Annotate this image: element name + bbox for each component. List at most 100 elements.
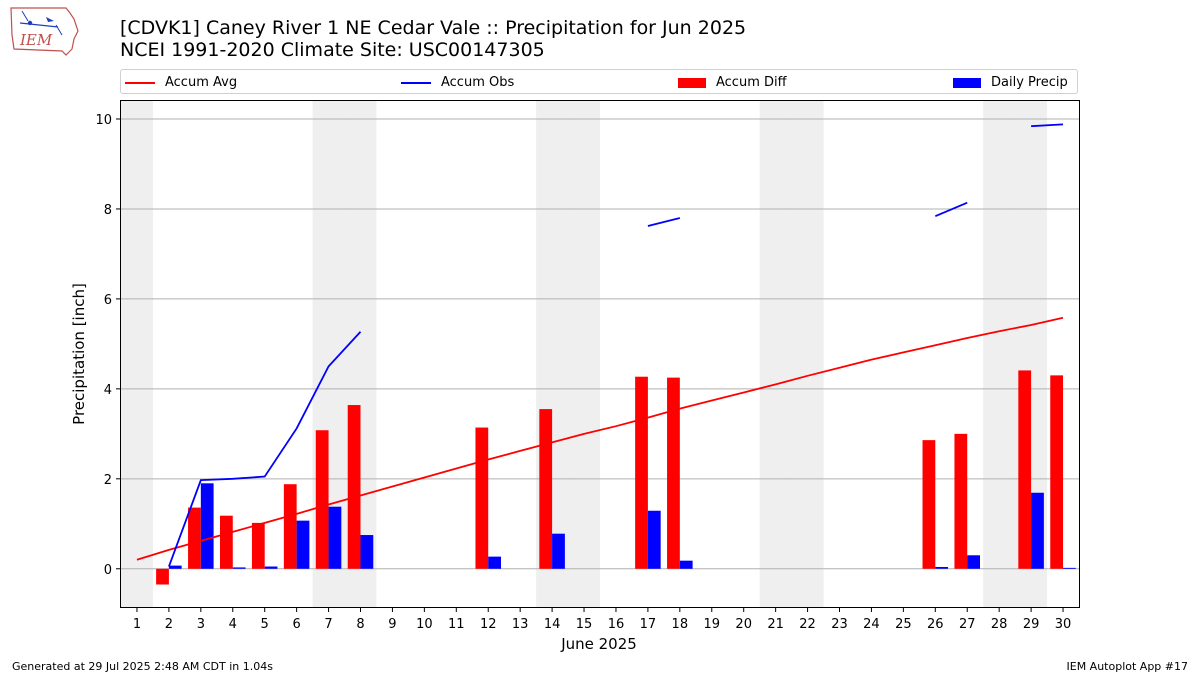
accum-diff-bar — [156, 568, 169, 585]
x-tick-label: 16 — [608, 617, 625, 632]
iowa-map-icon: IEM — [10, 7, 79, 56]
daily-precip-bar — [232, 567, 246, 569]
y-tick-label: 8 — [104, 203, 112, 218]
title-line-1: [CDVK1] Caney River 1 NE Cedar Vale :: P… — [120, 17, 747, 39]
x-tick-label: 27 — [959, 617, 976, 632]
legend: Accum Avg Accum Obs Accum Diff Daily Pre… — [120, 69, 1078, 94]
iem-logo: IEM — [8, 5, 80, 59]
legend-swatch — [678, 77, 706, 88]
x-tick-label: 11 — [448, 617, 465, 632]
x-tick-label: 19 — [703, 617, 720, 632]
accum-diff-bar — [188, 507, 201, 569]
x-tick-label: 15 — [576, 617, 593, 632]
legend-item-accum-obs: Accum Obs — [401, 70, 514, 95]
plot-frame — [120, 100, 1080, 608]
legend-swatch — [125, 81, 155, 84]
legend-item-daily-precip: Daily Precip — [953, 70, 1068, 95]
daily-precip-bar — [935, 566, 949, 569]
logo-text: IEM — [19, 31, 53, 49]
x-tick-label: 7 — [324, 617, 332, 632]
x-tick-label: 30 — [1055, 617, 1072, 632]
x-tick-label: 20 — [735, 617, 752, 632]
x-axis-label: June 2025 — [560, 635, 637, 653]
x-tick-label: 22 — [799, 617, 816, 632]
y-axis-label: Precipitation [inch] — [70, 283, 88, 425]
x-tick-label: 21 — [767, 617, 784, 632]
x-tick-label: 10 — [416, 617, 433, 632]
weekend-band — [568, 101, 600, 607]
title-line-2: NCEI 1991-2020 Climate Site: USC00147305 — [120, 39, 545, 61]
x-tick-label: 25 — [895, 617, 912, 632]
daily-precip-bar — [552, 533, 565, 569]
daily-precip-bar — [328, 506, 342, 569]
x-tick-label: 28 — [991, 617, 1008, 632]
x-tick-label: 12 — [480, 617, 497, 632]
daily-precip-bar — [168, 565, 182, 569]
y-tick-label: 10 — [95, 113, 112, 128]
legend-swatch — [953, 77, 981, 88]
daily-precip-bar — [967, 555, 981, 569]
accum-obs-line — [934, 201, 968, 217]
x-tick-label: 13 — [512, 617, 529, 632]
x-tick-label: 29 — [1023, 617, 1040, 632]
accum-obs-line — [647, 217, 681, 227]
accum-diff-bar — [922, 440, 936, 569]
gridlines — [121, 118, 1079, 570]
accum-avg-line — [136, 316, 1064, 561]
accum-diff-bar — [251, 522, 265, 569]
legend-item-accum-diff: Accum Diff — [678, 70, 787, 95]
x-tick-label: 23 — [831, 617, 848, 632]
legend-label: Accum Avg — [165, 75, 238, 90]
legend-label: Accum Obs — [441, 75, 515, 90]
x-tick-label: 18 — [672, 617, 689, 632]
x-tick-label: 8 — [356, 617, 364, 632]
x-tick-label: 9 — [388, 617, 396, 632]
daily-precip-bar — [647, 510, 661, 569]
x-tick-label: 2 — [165, 617, 173, 632]
y-tick-label: 6 — [104, 293, 112, 308]
x-tick-label: 6 — [292, 617, 300, 632]
y-tick-label: 4 — [104, 383, 112, 398]
legend-label: Daily Precip — [991, 75, 1068, 90]
accum-obs-line — [1031, 123, 1064, 128]
accum-diff-bar — [1018, 370, 1032, 569]
footer-app: IEM Autoplot App #17 — [1066, 660, 1189, 673]
daily-precip-bar — [1063, 567, 1076, 569]
accum-diff-bar — [315, 430, 329, 569]
accum-diff-bar — [635, 376, 648, 569]
weekend-band — [983, 101, 1016, 607]
weekend-shading — [121, 101, 1048, 607]
daily-precip-bar — [264, 566, 278, 569]
chart-title: [CDVK1] Caney River 1 NE Cedar Vale :: P… — [120, 17, 746, 61]
weekend-band — [759, 101, 792, 607]
accum-obs-line — [168, 331, 362, 567]
x-tick-label: 1 — [133, 617, 141, 632]
footer-generated: Generated at 29 Jul 2025 2:48 AM CDT in … — [12, 660, 273, 673]
line-series — [136, 123, 1064, 567]
accum-diff-bar — [954, 433, 968, 569]
x-tick-label: 17 — [640, 617, 657, 632]
accum-diff-bar — [219, 515, 233, 569]
accum-diff-bar — [1050, 375, 1064, 569]
daily-precip-bar — [1031, 492, 1044, 569]
daily-precip-bar — [679, 560, 693, 569]
accum-diff-bar — [283, 484, 297, 569]
x-tick-label: 14 — [544, 617, 561, 632]
y-tick-label: 2 — [104, 473, 112, 488]
accum-diff-bar — [347, 405, 361, 569]
x-tick-label: 26 — [927, 617, 944, 632]
accum-diff-bar — [475, 427, 489, 569]
weekend-band — [791, 101, 824, 607]
bar-series — [156, 370, 1076, 585]
daily-precip-bar — [296, 520, 310, 569]
x-tick-label: 3 — [197, 617, 205, 632]
legend-label: Accum Diff — [716, 75, 787, 90]
legend-item-accum-avg: Accum Avg — [125, 70, 237, 95]
y-tick-label: 0 — [104, 563, 112, 578]
accum-diff-bar — [667, 377, 680, 569]
daily-precip-bar — [488, 556, 502, 569]
x-tick-label: 5 — [261, 617, 269, 632]
weekend-band — [121, 101, 153, 607]
